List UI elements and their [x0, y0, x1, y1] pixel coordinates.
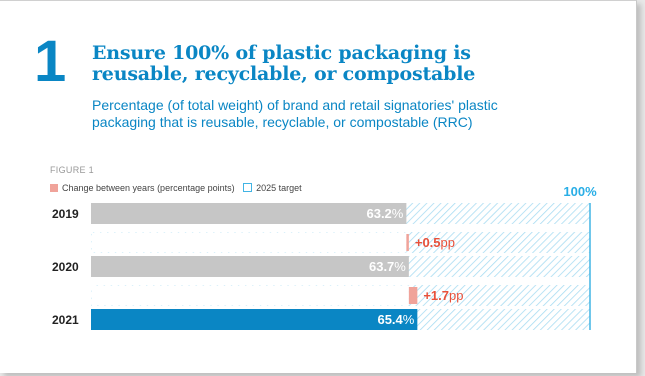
chart-legend: Change between years (percentage points)… [50, 183, 302, 193]
change-label-1: +0.5pp [415, 235, 455, 250]
gap-blank-1 [91, 232, 407, 253]
tick-label-2019: 2019 [52, 207, 79, 221]
figure-label: FIGURE 1 [50, 165, 94, 175]
target-swatch-icon [243, 183, 253, 192]
value-label-2021: 65.4% [377, 312, 414, 327]
goal-subtitle: Percentage (of total weight) of brand an… [92, 97, 612, 131]
bar-2020 [91, 256, 409, 277]
target-label: 100% [563, 184, 597, 199]
bar-2021 [91, 309, 418, 330]
change-swatch-icon [50, 184, 58, 192]
bar-2019 [91, 203, 407, 224]
goal-number: 1 [34, 29, 66, 94]
goal-subtitle-line-2: packaging that is reusable, recyclable, … [92, 114, 473, 130]
change-label-2: +1.7pp [423, 288, 463, 303]
chart-plot-area: 2019 63.2% 2020 63.7% 2021 65.4% +0.5pp +1.7pp [52, 203, 591, 330]
change-bar-1 [406, 234, 409, 251]
goal-subtitle-line-1: Percentage (of total weight) of brand an… [92, 97, 498, 113]
gap-blank-2 [91, 285, 409, 306]
legend-change-label: Change between years (percentage points) [62, 183, 235, 193]
goal-title-line-1: Ensure 100% of plastic packaging is [92, 42, 471, 64]
legend-target-label: 2025 target [256, 183, 302, 193]
tick-label-2021: 2021 [52, 313, 79, 327]
value-label-2019: 63.2% [366, 206, 403, 221]
value-label-2020: 63.7% [369, 259, 406, 274]
goal-title-line-2: reusable, recyclable, or compostable [92, 63, 476, 85]
tick-label-2020: 2020 [52, 260, 79, 274]
change-bar-2 [408, 287, 418, 304]
goal-title: Ensure 100% of plastic packaging is reus… [92, 43, 475, 85]
